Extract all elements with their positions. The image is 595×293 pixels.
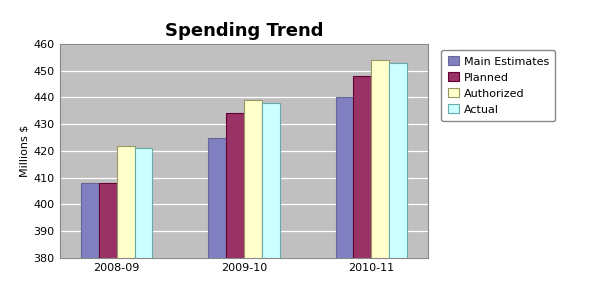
Bar xyxy=(262,103,280,293)
Bar xyxy=(208,137,226,293)
Y-axis label: Millions $: Millions $ xyxy=(19,125,29,177)
Bar xyxy=(117,146,134,293)
Bar xyxy=(226,113,244,293)
Bar xyxy=(244,100,262,293)
Bar xyxy=(336,97,353,293)
Bar xyxy=(134,148,152,293)
Bar xyxy=(371,60,389,293)
Bar xyxy=(81,183,99,293)
Bar xyxy=(353,76,371,293)
Legend: Main Estimates, Planned, Authorized, Actual: Main Estimates, Planned, Authorized, Act… xyxy=(441,50,556,121)
Bar xyxy=(99,183,117,293)
Bar xyxy=(389,63,407,293)
Title: Spending Trend: Spending Trend xyxy=(165,22,323,40)
